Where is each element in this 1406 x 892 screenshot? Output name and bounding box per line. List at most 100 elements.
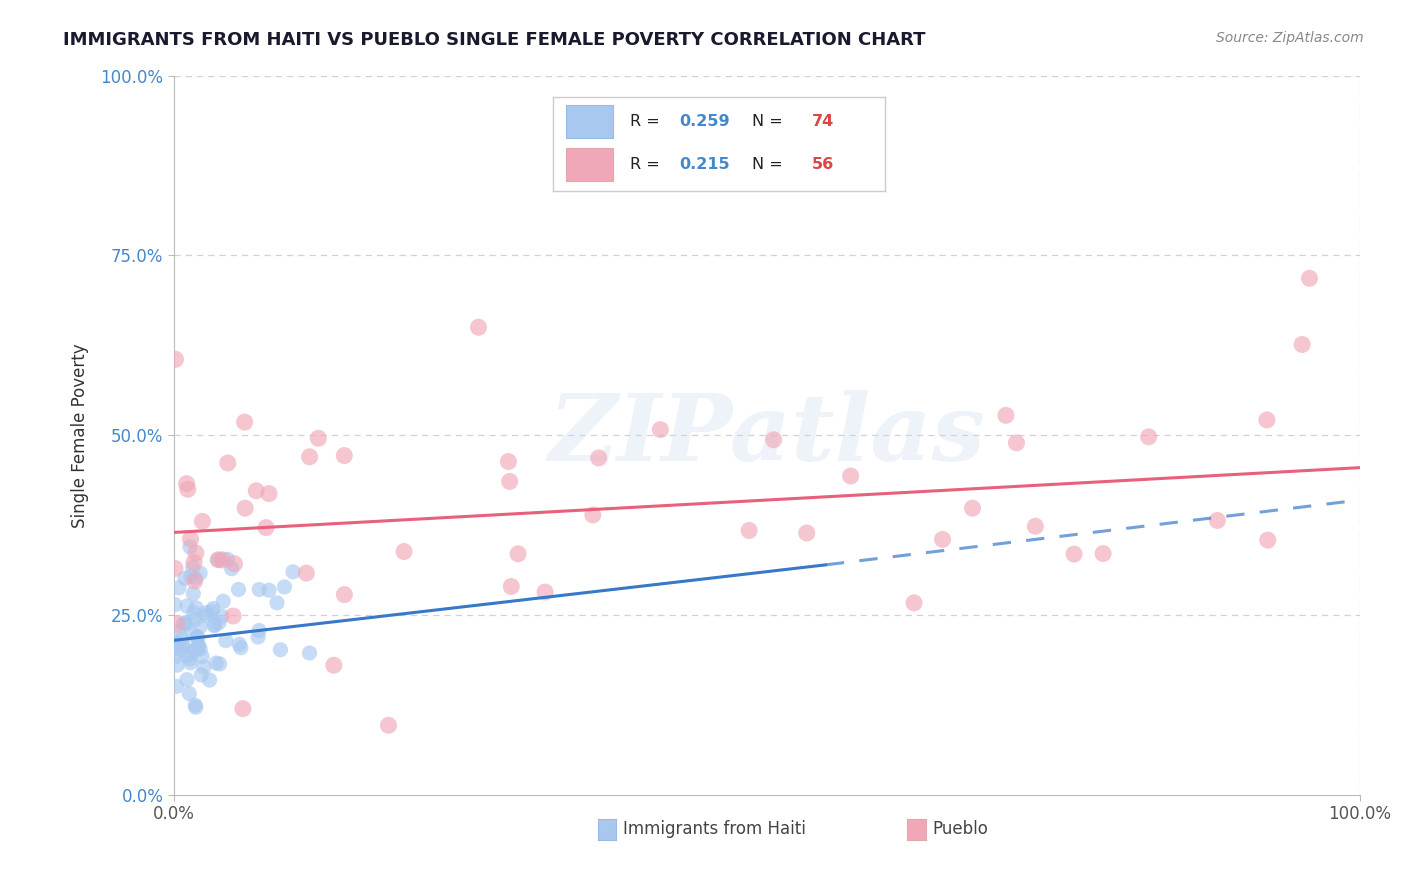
Point (176, 476, 198, 491)
Point (228, 582, 250, 597)
Point (165, 636, 187, 650)
Point (167, 624, 190, 638)
Point (582, 508, 605, 522)
Point (170, 643, 193, 657)
Point (738, 524, 761, 538)
Point (188, 619, 211, 633)
Point (174, 615, 197, 630)
Point (233, 501, 256, 516)
Point (187, 638, 209, 652)
Point (205, 656, 228, 670)
Point (1206, 513, 1229, 527)
Point (166, 658, 188, 673)
Point (181, 586, 204, 600)
Point (254, 520, 277, 534)
Point (187, 630, 209, 644)
Point (184, 546, 207, 560)
Point (392, 544, 415, 558)
Point (1024, 519, 1046, 533)
Point (179, 651, 201, 665)
Point (177, 483, 200, 497)
Point (796, 526, 818, 541)
Point (903, 596, 925, 610)
Point (179, 540, 201, 554)
Point (221, 562, 243, 576)
Point (188, 642, 211, 657)
Y-axis label: Single Female Poverty: Single Female Poverty (72, 343, 89, 527)
Point (501, 579, 523, 593)
Point (180, 569, 202, 583)
Point (1256, 413, 1278, 427)
Text: IMMIGRANTS FROM HAITI VS PUEBLO SINGLE FEMALE POVERTY CORRELATION CHART: IMMIGRANTS FROM HAITI VS PUEBLO SINGLE F… (63, 31, 925, 49)
Point (1005, 435, 1028, 450)
Point (247, 624, 270, 638)
Point (186, 600, 208, 615)
Point (233, 415, 256, 429)
Point (377, 718, 399, 732)
Point (172, 616, 194, 631)
Point (204, 617, 226, 632)
Point (333, 588, 356, 602)
Point (208, 657, 231, 671)
Point (273, 580, 295, 594)
Point (333, 449, 356, 463)
Point (176, 648, 198, 663)
Point (269, 642, 291, 657)
Point (257, 583, 280, 598)
Point (186, 641, 208, 656)
Point (534, 585, 557, 599)
Point (167, 581, 190, 595)
Point (179, 686, 201, 700)
Point (232, 701, 254, 715)
Point (228, 637, 250, 651)
Point (322, 658, 344, 673)
Point (247, 630, 270, 644)
Point (184, 698, 207, 713)
Point (650, 423, 672, 437)
Point (207, 553, 229, 567)
Point (183, 556, 205, 570)
Point (1298, 271, 1320, 285)
Point (994, 409, 1017, 423)
Point (181, 560, 204, 574)
Point (195, 608, 218, 623)
Point (298, 450, 321, 464)
Point (191, 515, 214, 529)
Point (193, 660, 215, 674)
Point (194, 606, 217, 620)
Point (962, 501, 984, 516)
Point (762, 433, 785, 447)
Point (588, 450, 610, 465)
Point (211, 609, 233, 624)
Point (217, 456, 239, 470)
Point (163, 598, 186, 612)
Point (174, 617, 197, 632)
Point (211, 553, 233, 567)
Point (307, 431, 329, 445)
Point (191, 649, 214, 664)
Point (1063, 547, 1085, 561)
Point (173, 571, 195, 585)
Point (839, 469, 862, 483)
Point (247, 582, 270, 597)
Point (170, 632, 193, 646)
Point (1257, 533, 1279, 548)
Point (498, 475, 520, 489)
Point (184, 571, 207, 585)
Point (187, 639, 209, 653)
Point (1092, 547, 1115, 561)
Point (1291, 337, 1313, 351)
Point (266, 596, 288, 610)
Point (298, 646, 321, 660)
Point (1137, 430, 1160, 444)
Point (222, 609, 245, 624)
Point (498, 454, 520, 468)
Point (202, 619, 225, 633)
Point (172, 639, 194, 653)
Point (257, 486, 280, 500)
Point (186, 630, 208, 644)
Point (183, 606, 205, 620)
Point (180, 532, 202, 546)
Point (176, 673, 198, 687)
Point (217, 552, 239, 566)
